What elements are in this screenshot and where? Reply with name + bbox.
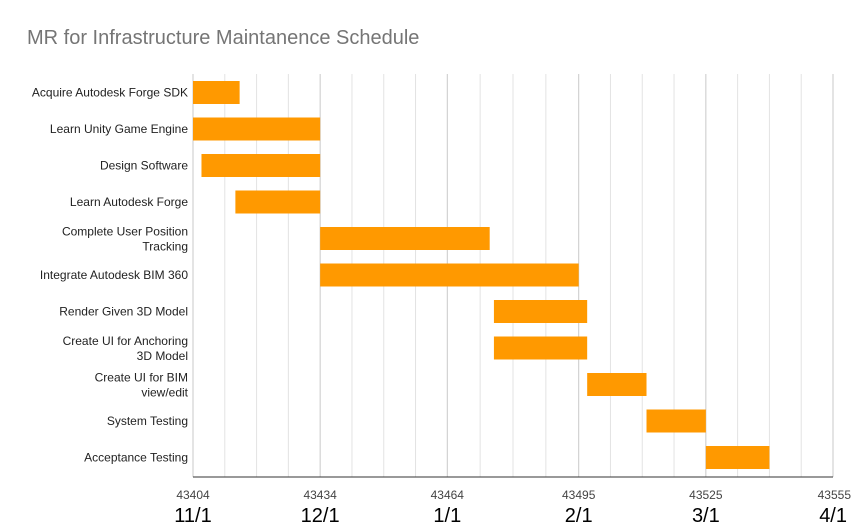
task-bar	[235, 190, 321, 214]
task-label: Render Given 3D Model	[59, 305, 188, 319]
task-label: Create UI for Anchoring 3D Model	[63, 334, 188, 363]
task-label: Acquire Autodesk Forge SDK	[32, 86, 188, 100]
task-bar	[320, 227, 490, 250]
task-bar	[493, 336, 588, 360]
x-tick-date-label: 12/1	[301, 505, 340, 527]
task-bar	[705, 446, 770, 469]
task-bar	[320, 263, 579, 287]
task-label: Learn Autodesk Forge	[70, 195, 188, 209]
x-tick-serial-label: 43434	[303, 488, 337, 502]
task-label: System Testing	[107, 414, 188, 428]
task-bar	[201, 154, 321, 177]
x-tick-serial-label: 43404	[176, 488, 210, 502]
task-label: Create UI for BIM view/edit	[95, 371, 189, 400]
x-tick-date-label: 1/1	[433, 505, 461, 527]
chart-title: MR for Infrastructure Maintanence Schedu…	[27, 27, 420, 49]
x-tick-serial-label: 43464	[431, 488, 465, 502]
x-tick-serial-label: 43495	[562, 488, 596, 502]
task-label: Complete User Position Tracking	[62, 225, 188, 254]
task-label: Integrate Autodesk BIM 360	[40, 268, 188, 282]
x-tick-date-label: 2/1	[565, 505, 593, 527]
task-label: Acceptance Testing	[84, 451, 188, 465]
task-label: Learn Unity Game Engine	[50, 122, 188, 136]
task-bar	[193, 81, 240, 104]
task-bar	[587, 373, 647, 396]
x-tick-serial-label: 43555	[818, 488, 852, 502]
task-bar	[493, 300, 588, 323]
x-tick-serial-label: 43525	[689, 488, 723, 502]
task-label: Design Software	[100, 159, 188, 173]
x-tick-date-label: 3/1	[692, 505, 720, 527]
task-bar	[646, 409, 706, 433]
x-tick-date-label: 4/1	[819, 505, 847, 527]
task-bar	[193, 117, 321, 141]
x-tick-date-label: 11/1	[174, 505, 211, 527]
